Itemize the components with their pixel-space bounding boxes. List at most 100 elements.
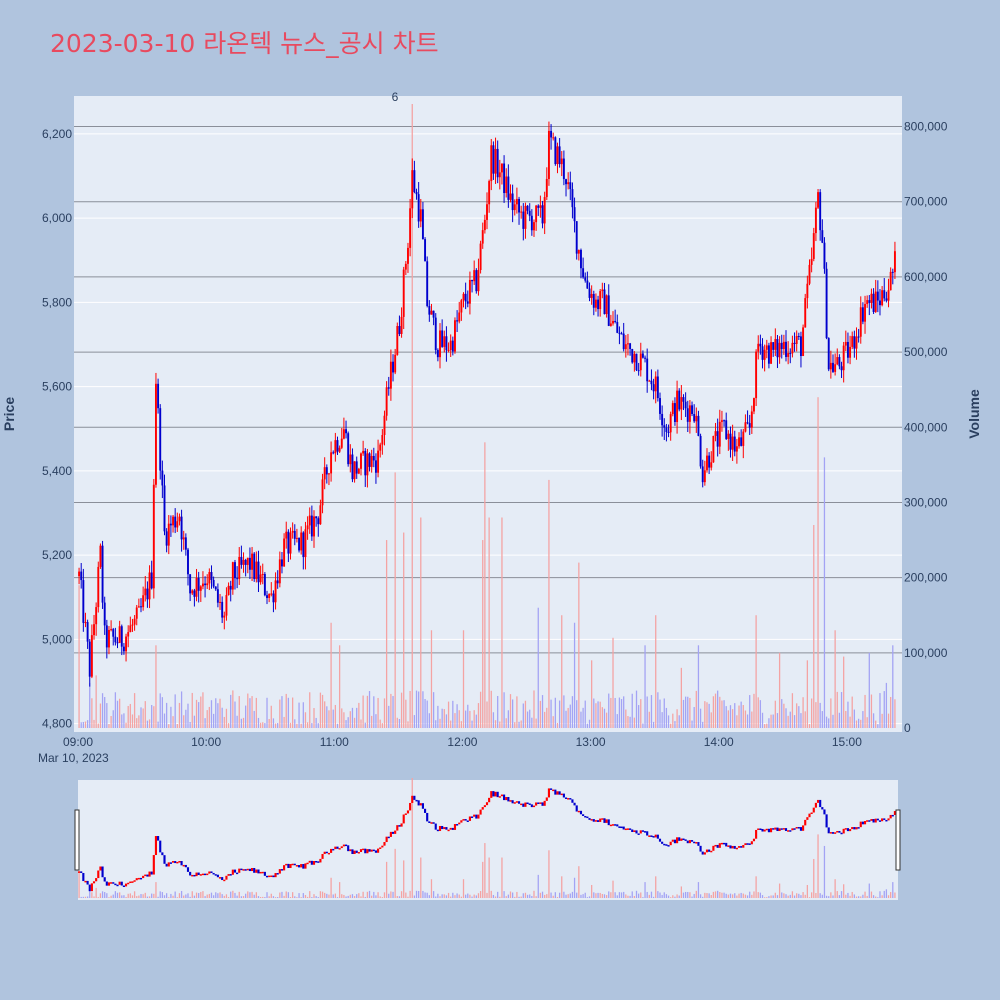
slider-volume-bar [608, 891, 610, 898]
slider-candle [558, 791, 561, 795]
candle [626, 333, 629, 356]
slider-volume-bar [119, 892, 121, 898]
slider-candle [547, 788, 551, 798]
slider-volume-bar [631, 891, 633, 898]
candle [505, 168, 508, 198]
slider-candle [334, 846, 337, 850]
slider-candle [712, 845, 715, 851]
slider-volume-bar [163, 895, 166, 898]
candle [251, 546, 254, 581]
candle [857, 328, 860, 343]
slider-volume-bar [381, 897, 383, 898]
volume-bar [533, 690, 535, 728]
slider-volume-bar [161, 892, 164, 898]
candle [498, 159, 501, 190]
candle [671, 400, 674, 417]
slider-candle [312, 861, 316, 865]
slider-candle [530, 804, 533, 808]
slider-candle [594, 820, 597, 822]
candle [389, 349, 392, 401]
range-slider-right-handle[interactable] [895, 809, 901, 871]
candle [870, 288, 873, 309]
slider-candle [97, 870, 100, 879]
slider-candle [778, 828, 781, 832]
slider-volume-bar [629, 895, 631, 898]
volume-bar [93, 719, 95, 728]
slider-candle [804, 819, 807, 826]
volume-bar [558, 700, 561, 728]
candle [772, 342, 775, 357]
slider-candle [522, 803, 525, 807]
candle [347, 431, 350, 467]
candle [302, 531, 305, 570]
candle [646, 348, 649, 393]
volume-bar [332, 709, 334, 728]
slider-volume-bar [787, 895, 789, 898]
candle [667, 424, 670, 438]
range-slider-left-handle[interactable] [74, 809, 80, 871]
slider-volume-bar [123, 895, 125, 898]
candle [545, 167, 548, 201]
slider-volume-bar [223, 895, 225, 898]
volume-bar [110, 715, 112, 728]
slider-candle [434, 823, 437, 830]
candle [526, 205, 529, 215]
slider-candle [458, 822, 461, 825]
candle [571, 182, 574, 219]
slider-candle [261, 871, 264, 874]
candle [682, 394, 685, 411]
candle [413, 160, 416, 194]
volume-bar [507, 710, 509, 728]
slider-volume-bar [501, 857, 503, 898]
candle [308, 507, 311, 534]
volume-bar [657, 692, 659, 728]
slider-candle [274, 873, 277, 878]
candle [720, 410, 723, 432]
candle [291, 522, 294, 539]
slider-volume-bar [635, 890, 638, 898]
volume-bar [699, 708, 702, 728]
volume-bar [385, 540, 388, 728]
candle [231, 561, 234, 595]
candle [454, 317, 456, 354]
slider-volume-bar [91, 892, 93, 898]
candle [447, 342, 450, 353]
slider-volume-bar [388, 893, 390, 898]
price-tick-label: 5,400 [42, 464, 72, 478]
candle [272, 590, 275, 613]
volume-bar [725, 706, 727, 728]
candle [210, 565, 213, 589]
volume-bar [509, 694, 512, 728]
candle [543, 191, 546, 235]
range-slider[interactable] [78, 780, 898, 900]
slider-volume-bar [116, 892, 119, 898]
volume-bar [868, 652, 870, 728]
slider-candle [445, 827, 448, 830]
candle [219, 593, 221, 610]
slider-candle [295, 865, 298, 867]
slider-volume-bar [565, 894, 567, 898]
volume-bar [185, 709, 187, 728]
slider-volume-bar [840, 891, 843, 898]
slider-volume-bar [238, 891, 240, 898]
volume-bar [264, 723, 266, 728]
slider-volume-bar [499, 896, 501, 898]
volume-bar [238, 696, 240, 728]
volume-bar [731, 709, 734, 728]
slider-candle [308, 860, 311, 863]
volume-bar [625, 709, 627, 728]
slider-volume-bar [319, 891, 322, 898]
slider-candle [242, 869, 245, 871]
candle [281, 551, 283, 574]
slider-candle [808, 813, 811, 818]
candle [695, 407, 698, 433]
slider-volume-bar [774, 892, 776, 898]
candle [552, 132, 555, 141]
volume-bar [270, 705, 272, 728]
slider-volume-bar [165, 893, 168, 898]
slider-candle [891, 814, 894, 817]
candle [840, 361, 843, 379]
volume-bar [89, 682, 91, 728]
slider-volume-bar [729, 893, 732, 898]
volume-bar [392, 696, 394, 728]
